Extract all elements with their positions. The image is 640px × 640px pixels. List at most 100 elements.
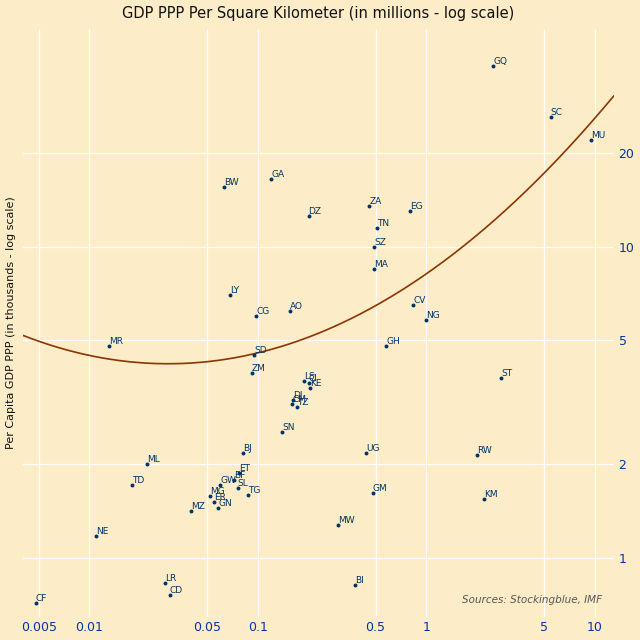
Point (31, 598, 41, 608)
Point (369, 264, 379, 274)
Point (249, 349, 259, 360)
Point (164, 590, 175, 600)
Text: CF: CF (36, 594, 47, 603)
Point (586, 134, 596, 145)
Point (299, 376, 309, 387)
Point (291, 402, 301, 412)
Point (243, 490, 253, 500)
Text: CD: CD (170, 586, 183, 595)
Text: KM: KM (484, 490, 497, 499)
Text: GH: GH (387, 337, 400, 346)
Point (472, 449, 482, 460)
Point (209, 497, 220, 507)
Text: GA: GA (271, 170, 284, 179)
Point (546, 112, 556, 122)
Point (142, 460, 152, 470)
Point (372, 223, 382, 233)
Text: ET: ET (239, 464, 250, 473)
Point (238, 447, 248, 458)
Text: MU: MU (591, 131, 605, 140)
Text: MA: MA (374, 260, 388, 269)
Text: GQ: GQ (493, 57, 507, 66)
Text: RW: RW (477, 445, 492, 454)
Point (127, 480, 138, 490)
Point (216, 480, 226, 490)
Point (92, 531, 102, 541)
Point (497, 372, 507, 383)
Point (381, 340, 392, 351)
Point (277, 426, 287, 436)
Point (234, 468, 244, 478)
Text: TN: TN (377, 219, 389, 228)
Text: KE: KE (310, 379, 322, 388)
Text: ST: ST (502, 369, 513, 378)
Text: LR: LR (164, 575, 176, 584)
Point (228, 475, 239, 485)
Point (288, 395, 298, 405)
Point (285, 306, 295, 316)
Text: CG: CG (257, 307, 269, 316)
Text: SL: SL (238, 479, 248, 488)
Point (104, 340, 114, 351)
Text: BJ: BJ (243, 444, 252, 452)
Point (303, 378, 314, 388)
Point (186, 506, 196, 516)
Text: TD: TD (132, 476, 145, 485)
Point (205, 492, 215, 502)
Text: SD: SD (254, 346, 267, 355)
Text: AO: AO (290, 302, 303, 311)
Text: ER: ER (214, 493, 226, 502)
Text: DZ: DZ (308, 207, 321, 216)
Text: BW: BW (224, 178, 239, 188)
Text: UG: UG (366, 444, 380, 452)
Y-axis label: Per Capita GDP PPP (in thousands - log scale): Per Capita GDP PPP (in thousands - log s… (6, 196, 15, 449)
Text: SC: SC (551, 108, 563, 117)
Text: Sources: Stockingblue, IMF: Sources: Stockingblue, IMF (461, 595, 602, 605)
Text: ZA: ZA (369, 197, 381, 206)
Text: GM: GM (372, 484, 387, 493)
Text: SN: SN (282, 422, 295, 431)
Point (305, 383, 316, 393)
Text: ML: ML (147, 456, 160, 465)
Point (219, 182, 229, 193)
Text: EG: EG (410, 202, 422, 211)
Point (488, 61, 499, 71)
Text: LS: LS (304, 372, 315, 381)
Text: CM: CM (292, 396, 306, 404)
Point (287, 399, 298, 410)
Text: TG: TG (248, 486, 261, 495)
Point (266, 173, 276, 184)
Text: BF: BF (234, 471, 245, 480)
Point (404, 206, 415, 216)
Point (252, 310, 262, 321)
Point (421, 315, 431, 325)
Point (367, 488, 378, 498)
Point (408, 300, 419, 310)
Point (213, 503, 223, 513)
Text: MG: MG (210, 487, 225, 497)
Point (333, 520, 343, 530)
Text: TZ: TZ (296, 398, 308, 407)
Text: CI: CI (308, 374, 317, 383)
Point (225, 290, 235, 300)
Text: BI: BI (355, 576, 364, 585)
Point (246, 368, 257, 378)
Point (350, 580, 360, 590)
Text: GN: GN (218, 499, 232, 508)
Point (479, 494, 489, 504)
Text: NG: NG (426, 311, 440, 320)
Point (369, 241, 379, 252)
Text: LY: LY (230, 286, 239, 295)
Text: MR: MR (109, 337, 123, 346)
Point (364, 201, 374, 211)
Text: NE: NE (97, 527, 109, 536)
Point (361, 447, 371, 458)
Point (303, 211, 314, 221)
Text: SZ: SZ (374, 237, 386, 246)
Title: GDP PPP Per Square Kilometer (in millions - log scale): GDP PPP Per Square Kilometer (in million… (122, 6, 514, 20)
Text: ZM: ZM (252, 364, 266, 373)
Text: GW: GW (221, 476, 236, 485)
Text: CV: CV (413, 296, 426, 305)
Point (233, 483, 243, 493)
Point (159, 579, 170, 589)
